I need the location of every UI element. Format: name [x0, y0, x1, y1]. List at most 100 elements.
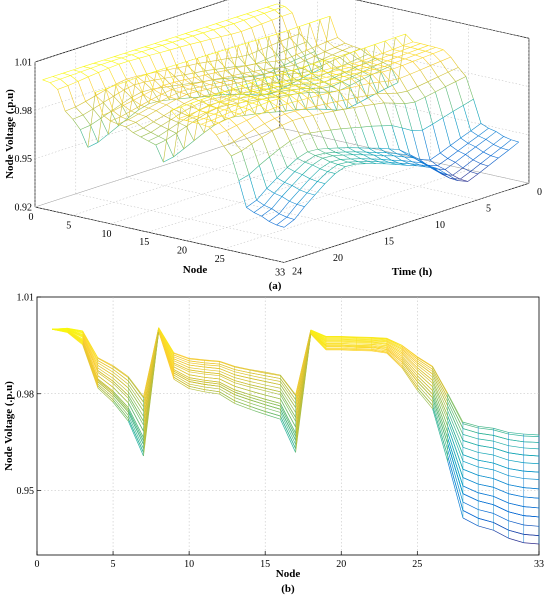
- mesh-node-segment: [259, 165, 267, 188]
- mesh-hour-segment: [226, 125, 236, 130]
- mesh-hour-segment: [244, 17, 254, 20]
- mesh-node-segment: [430, 66, 438, 77]
- mesh-hour-segment: [448, 67, 458, 72]
- mesh-node-segment: [412, 131, 420, 160]
- series-line-segment: [189, 365, 204, 367]
- series-line-segment: [204, 365, 219, 366]
- mesh-node-segment: [157, 72, 165, 78]
- mesh-node-segment: [323, 113, 331, 130]
- mesh-hour-segment: [267, 178, 277, 189]
- line-x-tick-label: 10: [184, 559, 194, 570]
- mesh-node-segment: [269, 221, 277, 225]
- series-line-segment: [220, 382, 235, 390]
- mesh-node-segment: [340, 159, 348, 162]
- mesh-node-segment: [94, 63, 102, 64]
- mesh-hour-segment: [58, 86, 68, 90]
- mesh-node-segment: [282, 125, 290, 141]
- mesh-hour-segment: [134, 47, 144, 50]
- mesh-node-segment: [297, 158, 305, 162]
- series-line-segment: [478, 493, 493, 497]
- series-line-segment: [524, 471, 539, 472]
- y-tick-label: 24: [292, 266, 302, 277]
- mesh-node-segment: [164, 85, 172, 89]
- mesh-node-segment: [83, 115, 91, 125]
- mesh-node-segment: [216, 24, 224, 27]
- series-line-segment: [463, 478, 478, 484]
- mesh-node-segment: [257, 10, 265, 13]
- series-line-segment: [189, 361, 204, 363]
- mesh-node-segment: [264, 13, 272, 20]
- series-line-segment: [189, 372, 204, 374]
- mesh-node-segment: [285, 114, 293, 121]
- mesh-hour-segment: [94, 60, 104, 63]
- mesh-hour-segment: [438, 72, 448, 77]
- line-plot-frame: [37, 297, 539, 555]
- mesh-hour-segment: [247, 115, 257, 120]
- series-line-segment: [417, 381, 432, 397]
- mesh-node-segment: [438, 77, 446, 87]
- series-line-segment: [524, 543, 539, 544]
- mesh-node-segment: [300, 190, 308, 193]
- mesh-node-segment: [370, 63, 378, 65]
- series-line-segment: [341, 350, 356, 351]
- series-line-segment: [174, 353, 189, 358]
- series-line-segment: [524, 448, 539, 449]
- mesh-hour-segment: [395, 103, 405, 104]
- mesh-hour-segment: [320, 130, 330, 131]
- mesh-hour-segment: [123, 100, 133, 105]
- mesh-node-segment: [83, 67, 91, 69]
- mesh-hour-segment: [206, 108, 216, 112]
- mesh-node-segment: [481, 164, 489, 166]
- mesh-node-segment: [375, 44, 383, 53]
- mesh-node-segment: [196, 30, 204, 32]
- mesh-node-segment: [284, 67, 292, 70]
- mesh-node-segment: [158, 136, 166, 140]
- mesh-node-segment: [247, 120, 255, 129]
- mesh-hour-segment: [344, 74, 354, 77]
- mesh-hour-segment: [239, 110, 249, 114]
- mesh-node-segment: [408, 53, 416, 55]
- series-line-segment: [524, 455, 539, 456]
- mesh-node-segment: [387, 93, 395, 103]
- mesh-node-segment: [397, 93, 405, 104]
- x-gridline-floor: [224, 170, 469, 249]
- series-line-segment: [189, 368, 204, 370]
- mesh-hour-segment: [142, 48, 152, 51]
- mesh-hour-segment: [83, 63, 93, 66]
- mesh-hour-segment: [300, 179, 310, 190]
- mesh-hour-segment: [345, 164, 355, 166]
- series-line-segment: [493, 463, 508, 468]
- mesh-hour-segment: [226, 66, 236, 68]
- mesh-node-segment: [236, 17, 244, 20]
- mesh-node-segment: [91, 68, 99, 72]
- mesh-node-segment: [315, 156, 323, 159]
- mesh-node-segment: [461, 138, 469, 143]
- mesh-hour-segment: [392, 126, 402, 128]
- mesh-node-segment: [151, 100, 159, 103]
- mesh-hour-segment: [333, 155, 343, 156]
- series-line-segment: [524, 479, 539, 480]
- series-line-segment: [478, 475, 493, 478]
- mesh-node-segment: [230, 80, 238, 82]
- mesh-node-segment: [159, 102, 167, 104]
- mesh-hour-segment: [106, 85, 116, 89]
- mesh-hour-segment: [351, 127, 361, 128]
- mesh-node-segment: [119, 64, 127, 79]
- mesh-node-segment: [239, 181, 247, 208]
- mesh-hour-segment: [141, 132, 151, 137]
- mesh-hour-segment: [400, 47, 410, 51]
- mesh-node-segment: [299, 27, 307, 51]
- series-line-segment: [220, 361, 235, 366]
- mesh-node-segment: [392, 69, 400, 78]
- series-line-segment: [524, 516, 539, 517]
- mesh-node-segment: [390, 55, 398, 57]
- mesh-hour-segment: [320, 162, 330, 169]
- mesh-node-segment: [252, 103, 260, 105]
- series-line-segment: [478, 510, 493, 514]
- mesh-hour-segment: [63, 70, 73, 73]
- mesh-hour-segment: [241, 28, 251, 32]
- mesh-node-segment: [407, 91, 415, 102]
- mesh-hour-segment: [231, 31, 241, 34]
- mesh-node-segment: [122, 58, 130, 61]
- mesh-hour-segment: [405, 55, 415, 59]
